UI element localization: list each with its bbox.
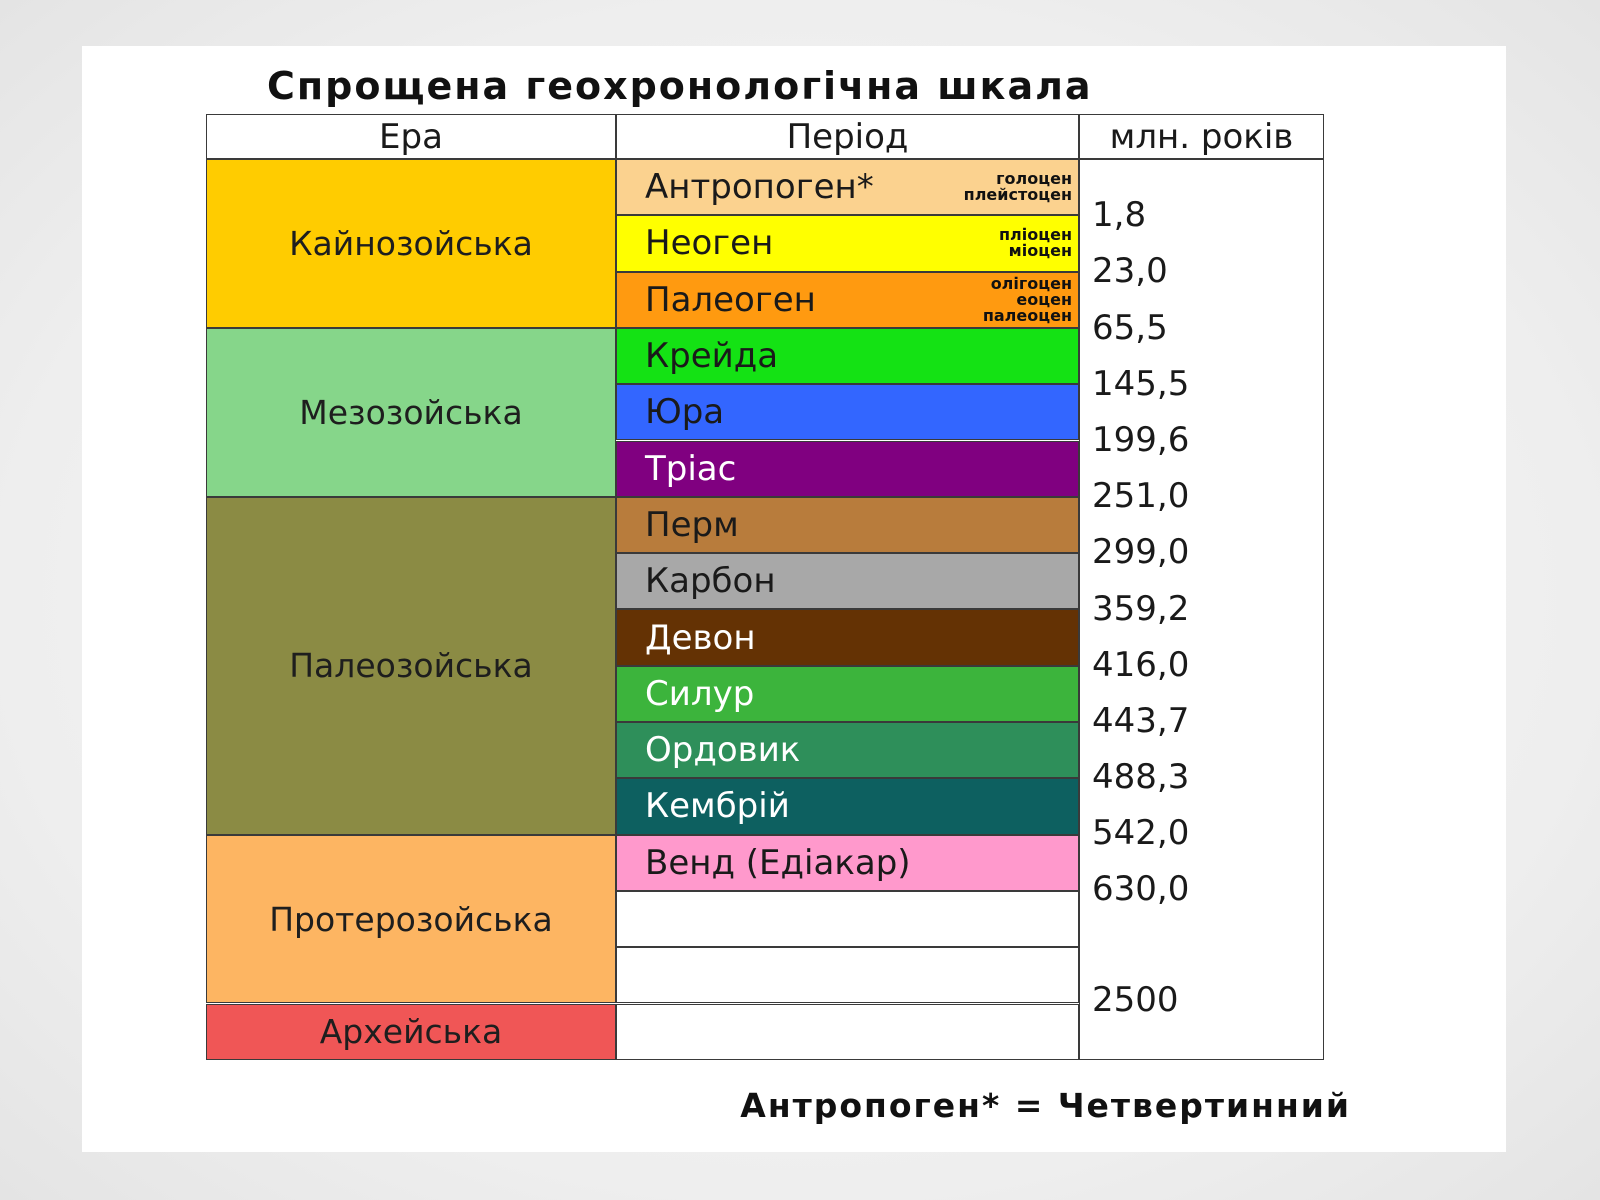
- age-value: 2500: [1092, 980, 1179, 1020]
- age-value: 1,8: [1092, 195, 1147, 235]
- header-period: Період: [616, 114, 1079, 159]
- epoch-label: пліоцен: [998, 225, 1072, 245]
- era-cell: Протерозойська: [206, 834, 616, 1004]
- period-cell: Юра: [616, 384, 1079, 441]
- age-value: 299,0: [1092, 532, 1190, 572]
- epoch-label: плейстоцен: [963, 185, 1072, 205]
- epoch-label: міоцен: [1008, 241, 1072, 261]
- era-cell: Кайнозойська: [206, 159, 616, 328]
- age-value: 359,2: [1092, 589, 1190, 629]
- period-cell: [616, 1003, 1079, 1060]
- period-name: Кембрій: [645, 786, 790, 827]
- age-value: 542,0: [1092, 813, 1190, 853]
- period-cell: Карбон: [616, 553, 1079, 610]
- period-cell: Перм: [616, 496, 1079, 554]
- period-name: Крейда: [645, 336, 779, 377]
- period-name: Венд (Едіакар): [645, 842, 911, 883]
- period-cell: Неоген пліоцен міоцен: [616, 215, 1079, 272]
- age-value: 251,0: [1092, 476, 1190, 516]
- period-name: Карбон: [645, 561, 776, 602]
- period-cell: Венд (Едіакар): [616, 834, 1079, 891]
- age-value: 23,0: [1092, 251, 1168, 291]
- ages-column: 1,8 23,0 65,5 145,5 199,6 251,0 299,0 359,2 416,…: [1079, 159, 1324, 1060]
- age-value: 199,6: [1092, 420, 1190, 460]
- era-cell: Мезозойська: [206, 327, 616, 497]
- period-name: Силур: [645, 673, 755, 714]
- age-value: 443,7: [1092, 701, 1190, 741]
- age-value: 65,5: [1092, 308, 1168, 348]
- period-cell: [616, 947, 1079, 1004]
- period-cell: Ордовик: [616, 722, 1079, 779]
- period-cell: Крейда: [616, 327, 1079, 385]
- era-cell: Палеозойська: [206, 496, 616, 835]
- header-age: млн. років: [1079, 114, 1324, 159]
- period-name: Юра: [645, 392, 725, 433]
- period-cell: [616, 890, 1079, 948]
- epoch-label: голоцен: [996, 169, 1072, 189]
- period-cell: Силур: [616, 665, 1079, 722]
- epoch-list: олігоцен еоцен палеоцен: [983, 273, 1072, 327]
- period-name: Девон: [645, 617, 756, 658]
- period-name: Ордовик: [645, 730, 801, 771]
- age-value: 630,0: [1092, 869, 1190, 909]
- epoch-list: пліоцен міоцен: [999, 216, 1072, 270]
- table-title: Спрощена геохронологічна шкала: [267, 64, 1093, 108]
- epoch-label: палеоцен: [982, 305, 1072, 325]
- period-cell: Девон: [616, 609, 1079, 666]
- header-era: Ера: [206, 114, 616, 159]
- period-cell: Кембрій: [616, 778, 1079, 835]
- age-value: 488,3: [1092, 757, 1190, 797]
- period-name: Неоген: [645, 223, 774, 264]
- epoch-label: еоцен: [1016, 289, 1072, 309]
- period-cell: Палеоген олігоцен еоцен палеоцен: [616, 271, 1079, 328]
- geochronological-table: Ера Період млн. років 1,8 23,0 65,5 145,5 19…: [206, 114, 1350, 1070]
- age-value: 416,0: [1092, 645, 1190, 685]
- period-cell: Антропоген* голоцен плейстоцен: [616, 159, 1079, 216]
- epoch-label: олігоцен: [990, 273, 1072, 293]
- epoch-list: голоцен плейстоцен: [964, 160, 1072, 214]
- period-name: Перм: [645, 504, 739, 545]
- footnote: Антропоген* = Четвертинний: [740, 1086, 1351, 1125]
- era-cell: Архейська: [206, 1003, 616, 1060]
- period-name: Палеоген: [645, 279, 816, 320]
- period-name: Тріас: [645, 448, 737, 489]
- period-name: Антропоген*: [645, 167, 874, 208]
- period-cell: Тріас: [616, 440, 1079, 497]
- age-value: 145,5: [1092, 364, 1190, 404]
